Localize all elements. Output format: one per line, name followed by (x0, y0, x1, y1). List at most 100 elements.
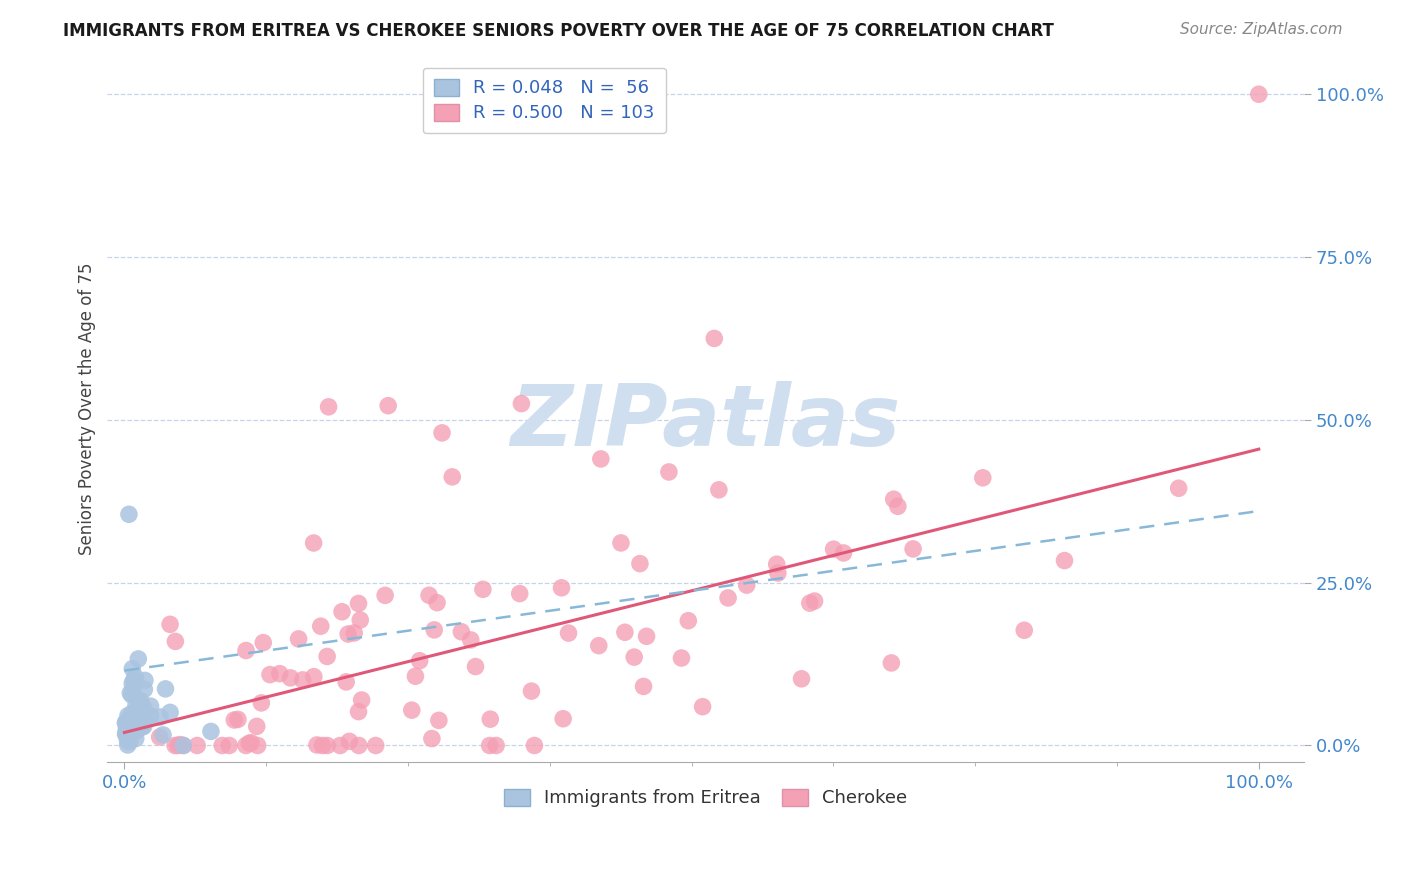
Point (121, 662, 143, 676)
Point (613, 625, 636, 640)
Point (128, 697, 150, 711)
Point (240, 736, 263, 750)
Point (823, 542, 845, 557)
Point (485, 739, 508, 753)
Point (218, 739, 240, 753)
Point (127, 721, 149, 735)
Point (337, 734, 360, 748)
Point (479, 712, 502, 726)
Point (441, 470, 464, 484)
Point (124, 670, 146, 684)
Point (401, 703, 423, 717)
Point (129, 693, 152, 707)
Point (280, 671, 302, 685)
Point (799, 596, 821, 610)
Point (418, 588, 440, 602)
Point (329, 739, 352, 753)
Point (347, 597, 370, 611)
Point (115, 728, 138, 742)
Point (803, 594, 825, 608)
Point (134, 673, 156, 688)
Point (235, 739, 257, 753)
Point (125, 698, 148, 712)
Point (347, 705, 370, 719)
Point (305, 738, 328, 752)
Point (120, 686, 142, 700)
Point (118, 508, 141, 522)
Point (430, 425, 453, 440)
Text: Source: ZipAtlas.com: Source: ZipAtlas.com (1180, 22, 1343, 37)
Point (134, 713, 156, 727)
Point (134, 682, 156, 697)
Point (1167, 481, 1189, 495)
Point (610, 536, 633, 550)
Point (115, 726, 138, 740)
Point (114, 716, 136, 731)
Point (316, 739, 339, 753)
Point (129, 716, 152, 731)
Point (510, 396, 533, 410)
Point (523, 739, 546, 753)
Point (347, 739, 370, 753)
Point (972, 471, 994, 485)
Point (520, 684, 543, 698)
Point (636, 629, 658, 643)
Point (122, 673, 145, 688)
Point (139, 699, 162, 714)
Point (901, 541, 924, 556)
Point (211, 739, 233, 753)
Point (316, 649, 339, 664)
Point (250, 696, 273, 710)
Point (125, 731, 148, 746)
Point (658, 465, 681, 479)
Legend: Immigrants from Eritrea, Cherokee: Immigrants from Eritrea, Cherokee (495, 780, 917, 816)
Point (115, 724, 138, 739)
Point (1053, 553, 1076, 567)
Point (557, 626, 579, 640)
Point (122, 683, 145, 698)
Point (287, 632, 309, 646)
Point (374, 588, 396, 602)
Point (883, 492, 905, 507)
Point (115, 723, 138, 737)
Point (117, 724, 139, 739)
Point (887, 500, 910, 514)
Point (165, 739, 187, 753)
Point (588, 639, 610, 653)
Point (765, 558, 787, 572)
Point (408, 654, 430, 668)
Point (423, 623, 446, 637)
Point (121, 706, 143, 721)
Point (717, 591, 740, 605)
Point (349, 613, 371, 627)
Point (790, 672, 813, 686)
Point (550, 581, 572, 595)
Point (450, 624, 472, 639)
Point (269, 666, 291, 681)
Point (114, 727, 136, 741)
Point (115, 720, 138, 734)
Point (149, 730, 172, 744)
Point (350, 693, 373, 707)
Point (118, 734, 141, 748)
Text: IMMIGRANTS FROM ERITREA VS CHEROKEE SENIORS POVERTY OVER THE AGE OF 75 CORRELATI: IMMIGRANTS FROM ERITREA VS CHEROKEE SENI… (63, 22, 1054, 40)
Point (224, 713, 246, 727)
Point (589, 451, 612, 466)
Point (318, 400, 340, 414)
Point (302, 536, 325, 550)
Point (132, 704, 155, 718)
Point (832, 546, 855, 560)
Point (172, 739, 194, 753)
Point (678, 614, 700, 628)
Point (633, 680, 655, 694)
Point (121, 714, 143, 729)
Point (235, 643, 257, 657)
Point (246, 719, 269, 733)
Point (343, 626, 366, 640)
Point (1247, 87, 1270, 102)
Point (309, 619, 332, 633)
Point (125, 712, 148, 726)
Point (121, 723, 143, 737)
Point (117, 708, 139, 723)
Point (120, 715, 142, 730)
